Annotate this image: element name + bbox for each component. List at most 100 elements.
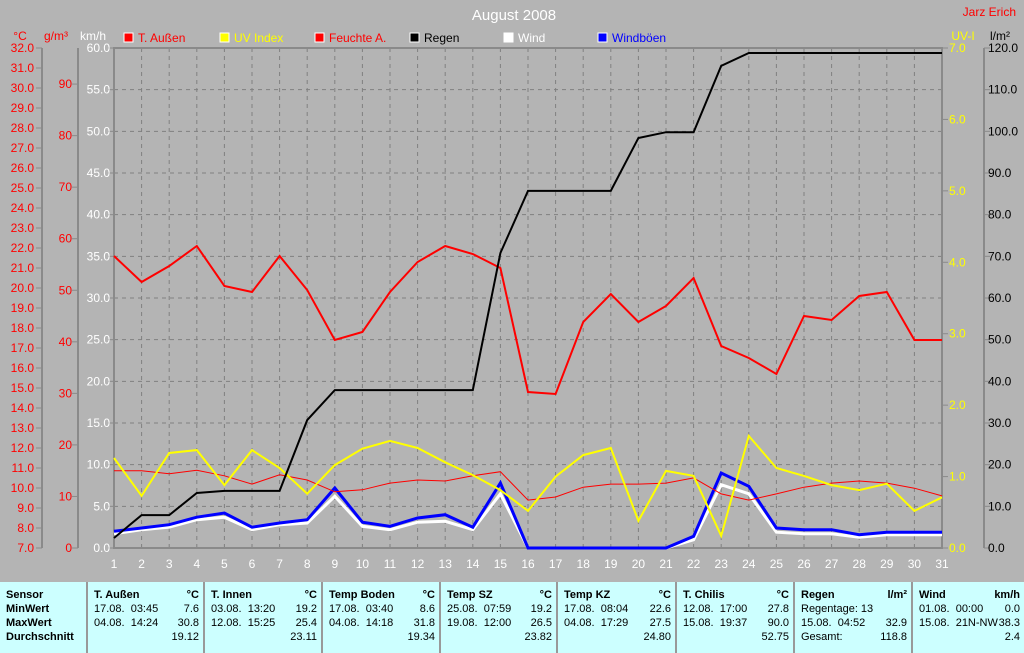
rain-tick-label: 40.0 [988, 374, 1012, 388]
cell: 19.08. 12:00 [447, 617, 512, 629]
cell-value: 23.11 [290, 631, 317, 643]
temp-tick-label: 27.0 [11, 141, 35, 155]
series-line-regen [113, 52, 942, 539]
x-tick-label: 28 [853, 557, 867, 571]
x-tick-label: 27 [825, 557, 839, 571]
cell: 01.08. 00:00 [919, 603, 984, 615]
cell: 15.08. 19:37 [683, 617, 748, 629]
temp-tick-label: 31.0 [11, 61, 35, 75]
x-tick-label: 31 [935, 557, 949, 571]
temp-tick-label: 11.0 [12, 461, 35, 475]
table-row: 15.08. 04:52 32.9 [801, 616, 907, 630]
hum-tick-label: 60 [59, 232, 73, 246]
cell-value: 19.2 [295, 603, 317, 615]
x-tick-label: 4 [193, 557, 200, 571]
table-row: Gesamt: 118.8 [801, 630, 907, 644]
hum-tick-label: 50 [59, 283, 73, 297]
cell: 12.08. 17:00 [683, 603, 748, 615]
table-row: 2.4 [919, 630, 1020, 644]
x-tick-label: 24 [742, 557, 756, 571]
wind-tick-label: 55.0 [87, 83, 111, 97]
rain-tick-label: 110.0 [988, 83, 1017, 97]
wind-tick-label: 0.0 [93, 541, 110, 555]
rain-tick-label: 10.0 [988, 499, 1012, 513]
x-tick-label: 11 [384, 557, 397, 571]
wind-axis-label: km/h [80, 29, 106, 43]
table-row: Temp SZ °C [447, 588, 552, 602]
cell-value: 27.5 [649, 617, 671, 629]
legend-swatch [409, 32, 420, 43]
cell-value: 25.4 [295, 617, 317, 629]
wind-tick-label: 10.0 [87, 458, 111, 472]
rain-axis-label: l/m² [990, 29, 1010, 43]
hum-tick-label: 80 [59, 129, 73, 143]
wind-tick-label: 25.0 [87, 333, 111, 347]
rain-tick-label: 30.0 [988, 416, 1012, 430]
table-row: 19.12 [94, 630, 199, 644]
cell: T. Innen [211, 589, 252, 601]
x-tick-label: 7 [276, 557, 283, 571]
temp-tick-label: 32.0 [11, 41, 35, 55]
uv-tick-label: 5.0 [949, 184, 966, 198]
legend-entry: Feuchte A. [329, 31, 386, 45]
table-row: 12.08. 17:00 27.8 [683, 602, 789, 616]
x-tick-label: 23 [715, 557, 729, 571]
temp-tick-label: 24.0 [11, 201, 35, 215]
hum-axis-label: g/m³ [44, 29, 68, 43]
cell: 17.08. 08:04 [564, 603, 629, 615]
cell: Temp SZ [447, 589, 493, 601]
temp-tick-label: 20.0 [11, 281, 35, 295]
stats-table: Sensor MinWert MaxWert Durchschnitt T. A… [0, 582, 1024, 653]
hum-tick-label: 40 [59, 335, 73, 349]
series-line-windb-en [113, 470, 942, 550]
cell-value: km/h [994, 589, 1020, 601]
legend-swatch [503, 32, 514, 43]
temp-tick-label: 16.0 [11, 361, 35, 375]
legend-swatch [597, 32, 608, 43]
x-tick-label: 19 [604, 557, 618, 571]
table-row: 03.08. 13:20 19.2 [211, 602, 317, 616]
rain-tick-label: 100.0 [988, 124, 1018, 138]
wind-tick-label: 30.0 [87, 291, 111, 305]
cell: 25.08. 07:59 [447, 603, 512, 615]
x-tick-label: 2 [138, 557, 145, 571]
cell-value: °C [658, 589, 671, 601]
cell: 17.08. 03:40 [329, 603, 394, 615]
table-row: T. Außen °C [94, 588, 199, 602]
legend-entry: Regen [424, 31, 459, 45]
table-row: 23.11 [211, 630, 317, 644]
cell: 04.08. 14:24 [94, 617, 159, 629]
legend-entry: T. Außen [138, 31, 185, 45]
temp-tick-label: 21.0 [11, 261, 35, 275]
temp-tick-label: 25.0 [11, 181, 35, 195]
x-tick-label: 9 [331, 557, 338, 571]
sensor-column: T. Chilis °C 12.08. 17:00 27.8 15.08. 19:37 9… [677, 582, 795, 653]
sensor-column: Temp Boden °C 17.08. 03:40 8.6 04.08. 14:18 3… [323, 582, 441, 653]
temp-tick-label: 19.0 [11, 301, 35, 315]
temp-tick-label: 22.0 [11, 241, 35, 255]
x-tick-label: 29 [880, 557, 894, 571]
cell: Temp KZ [564, 589, 611, 601]
rain-tick-label: 60.0 [988, 291, 1012, 305]
hum-tick-label: 0 [65, 541, 72, 555]
cell-value: 26.5 [530, 617, 552, 629]
table-row: 23.82 [447, 630, 552, 644]
row-label: MinWert [6, 603, 50, 615]
wind-tick-label: 35.0 [87, 249, 111, 263]
legend-entry: Wind [518, 31, 545, 45]
sensor-column: T. Außen °C 17.08. 03:45 7.6 04.08. 14:24 30.… [88, 582, 205, 653]
temp-tick-label: 26.0 [11, 161, 35, 175]
cell-value: 8.6 [419, 603, 435, 615]
table-row: 15.08. 21N-NW 38.3 [919, 616, 1020, 630]
x-tick-label: 25 [770, 557, 784, 571]
temp-tick-label: 13.0 [11, 421, 35, 435]
temp-axis-label: °C [13, 29, 27, 43]
wind-tick-label: 50.0 [87, 124, 111, 138]
x-tick-label: 22 [687, 557, 701, 571]
table-row: T. Innen °C [211, 588, 317, 602]
legend-entry: UV Index [234, 31, 283, 45]
x-tick-label: 16 [521, 557, 535, 571]
cell-value: °C [539, 589, 552, 601]
x-tick-label: 18 [577, 557, 591, 571]
temp-tick-label: 10.0 [11, 481, 35, 495]
